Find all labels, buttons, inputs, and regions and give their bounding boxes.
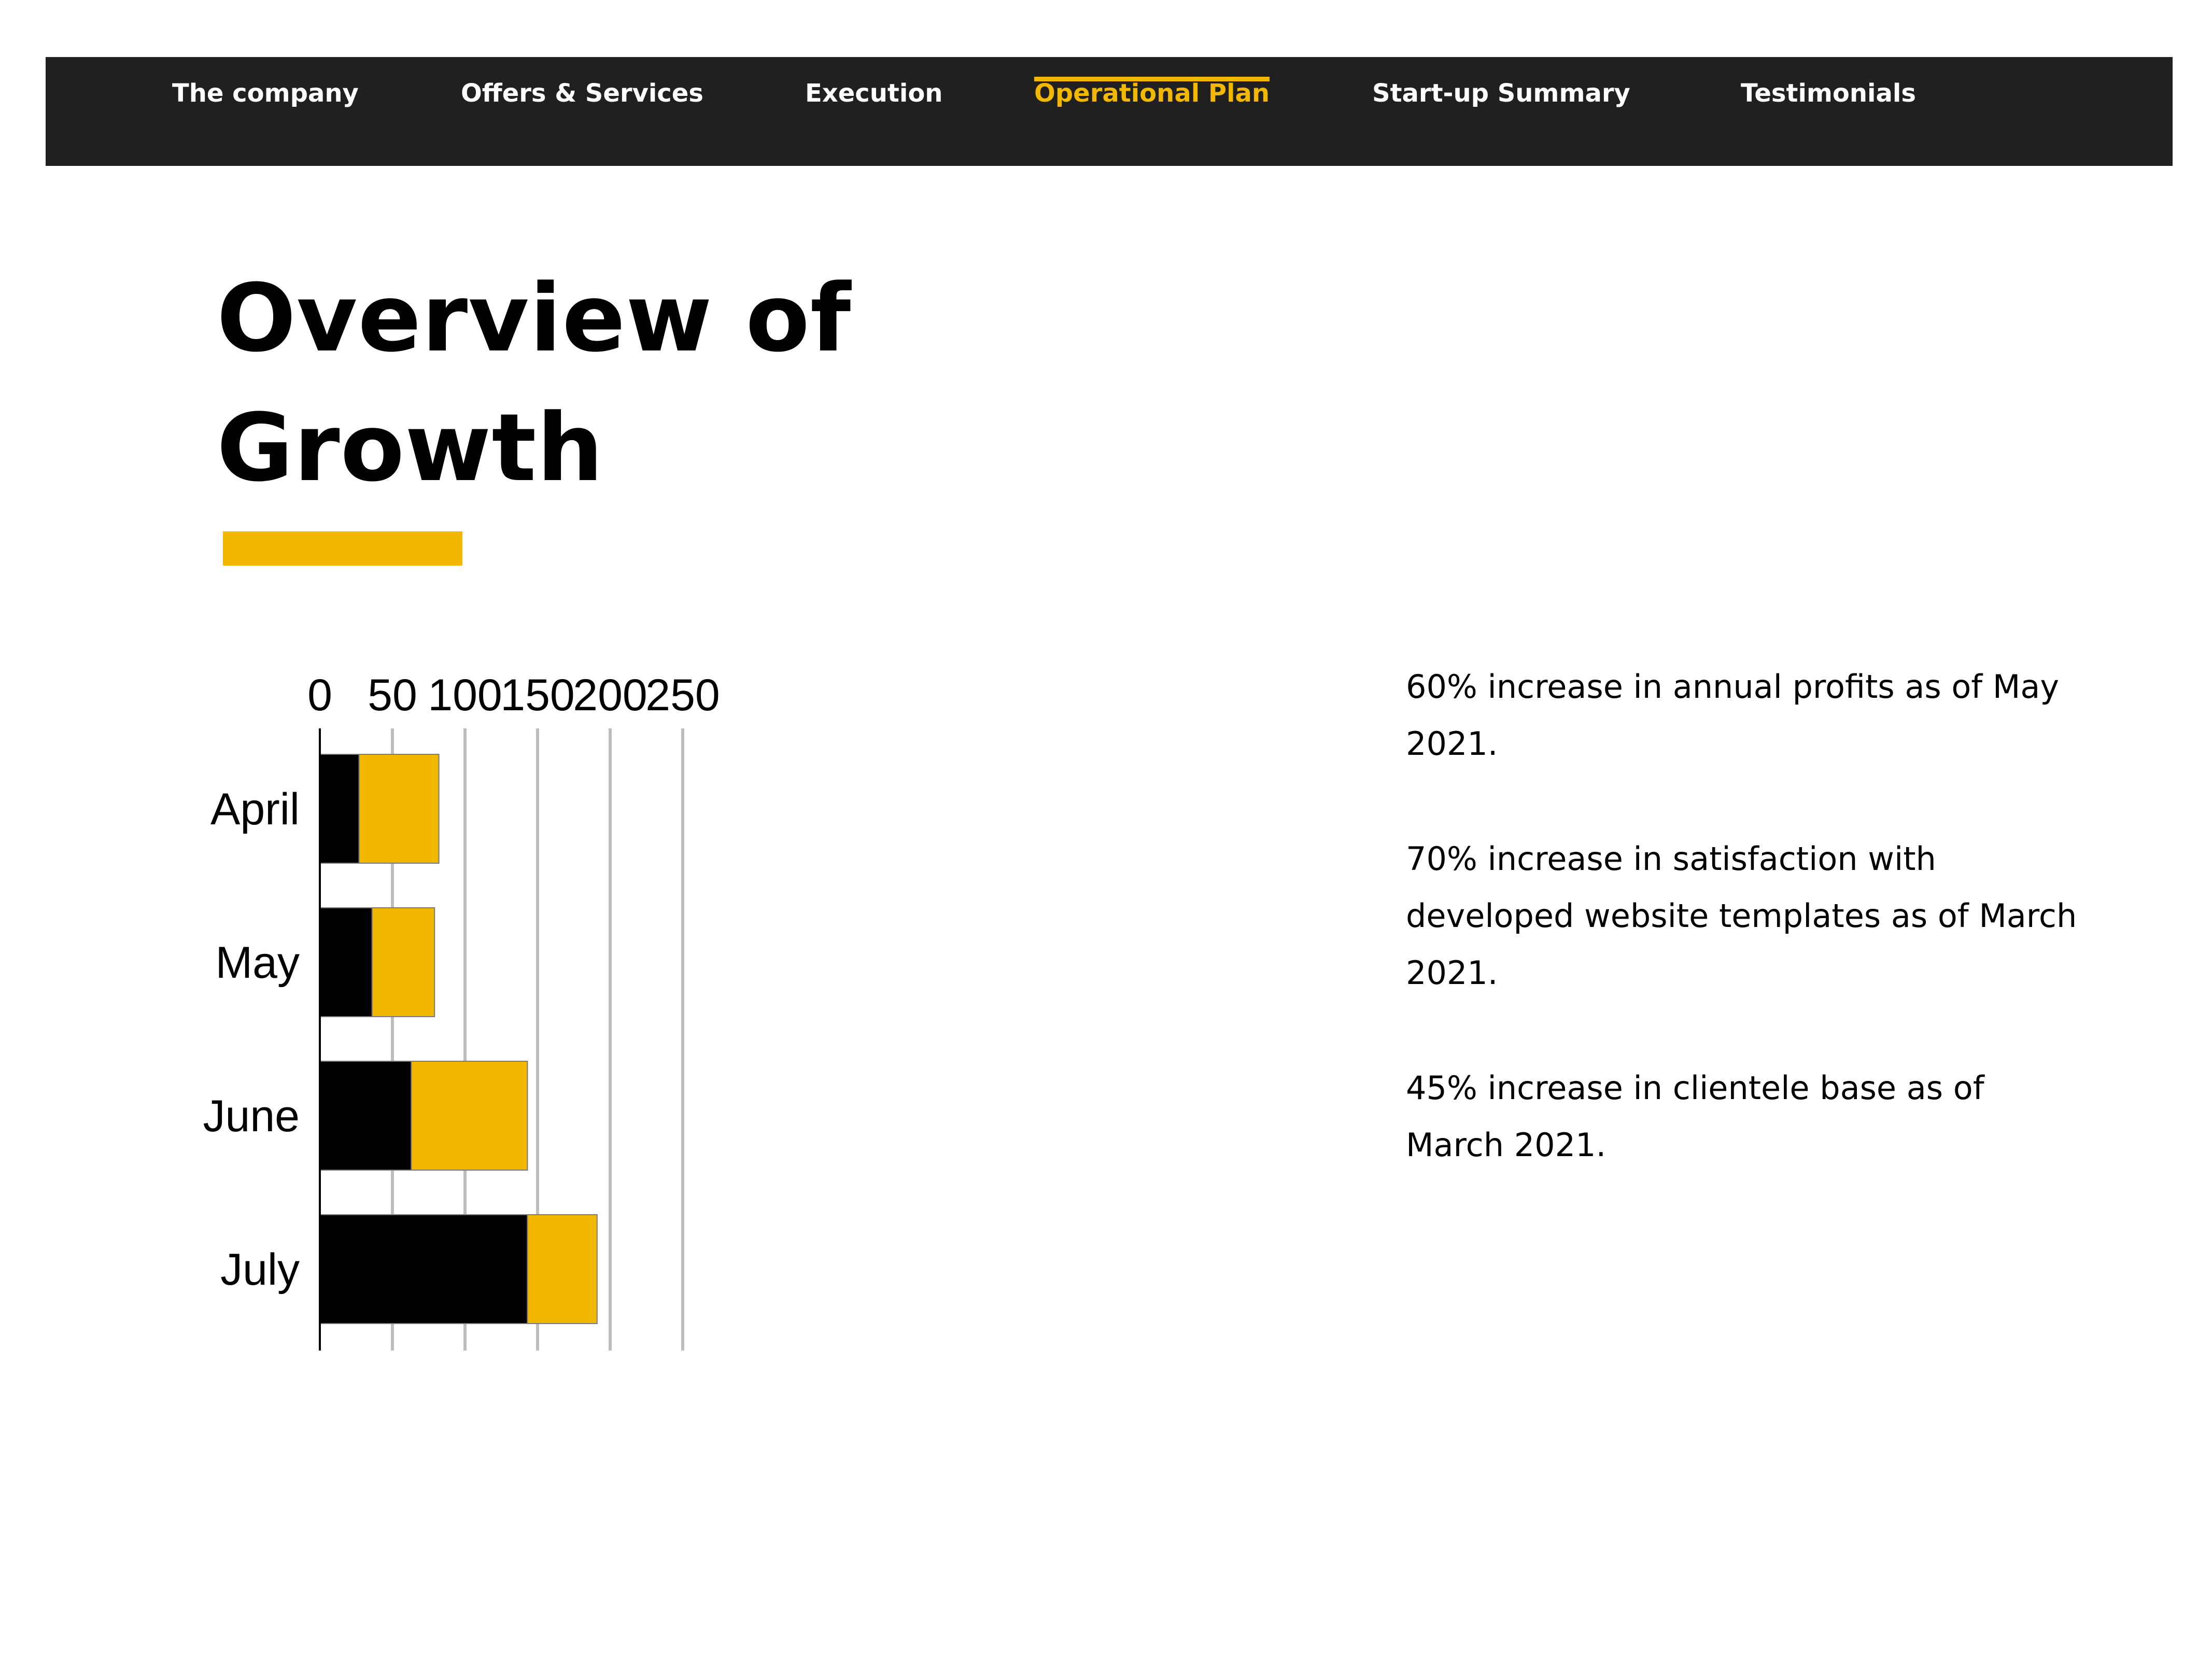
bar-may-segment-1	[319, 907, 373, 1017]
stat-clientele: 45% increase in clientele base as of Mar…	[1406, 1069, 1984, 1164]
nav-item-the-company[interactable]: The company	[172, 79, 359, 108]
nav-item-offers-services[interactable]: Offers & Services	[461, 79, 703, 108]
bar-july-segment-2	[527, 1214, 598, 1324]
page-title-line-2: Growth	[217, 394, 604, 502]
bar-july-segment-1	[319, 1214, 528, 1324]
bar-may-segment-2	[371, 907, 435, 1017]
nav-item-start-up-summary[interactable]: Start-up Summary	[1372, 79, 1630, 108]
nav-item-operational-plan[interactable]: Operational Plan	[1034, 73, 1270, 114]
top-navbar	[46, 57, 2173, 166]
nav-item-operational-plan-label: Operational Plan	[1034, 79, 1270, 108]
x-tick-label-250: 250	[645, 670, 720, 720]
active-tab-underline	[1034, 77, 1270, 81]
x-tick-label-150: 150	[500, 670, 575, 720]
bar-june-segment-2	[411, 1061, 528, 1171]
x-tick-label-50: 50	[368, 670, 417, 720]
page-title-line-1: Overview of	[217, 264, 852, 373]
bar-april-segment-1	[319, 754, 360, 864]
nav-item-execution[interactable]: Execution	[805, 79, 943, 108]
title-accent-bar	[223, 531, 462, 566]
category-label-june: June	[203, 1091, 300, 1141]
x-tick-label-200: 200	[573, 670, 647, 720]
category-label-may: May	[216, 938, 300, 988]
bar-april-segment-2	[358, 754, 440, 864]
x-tick-label-100: 100	[428, 670, 502, 720]
stats-list: 60% increase in annual profits as of May…	[1406, 658, 2080, 1232]
stat-annual-profits: 60% increase in annual profits as of May…	[1406, 668, 2060, 763]
category-label-april: April	[210, 784, 300, 834]
stat-satisfaction: 70% increase in satisfaction with develo…	[1406, 840, 2077, 992]
x-tick-label-0: 0	[307, 670, 332, 720]
bar-june-segment-1	[319, 1061, 412, 1171]
nav-item-testimonials[interactable]: Testimonials	[1741, 79, 1916, 108]
category-label-july: July	[220, 1245, 300, 1295]
page-title: Overview of Growth	[217, 254, 851, 513]
